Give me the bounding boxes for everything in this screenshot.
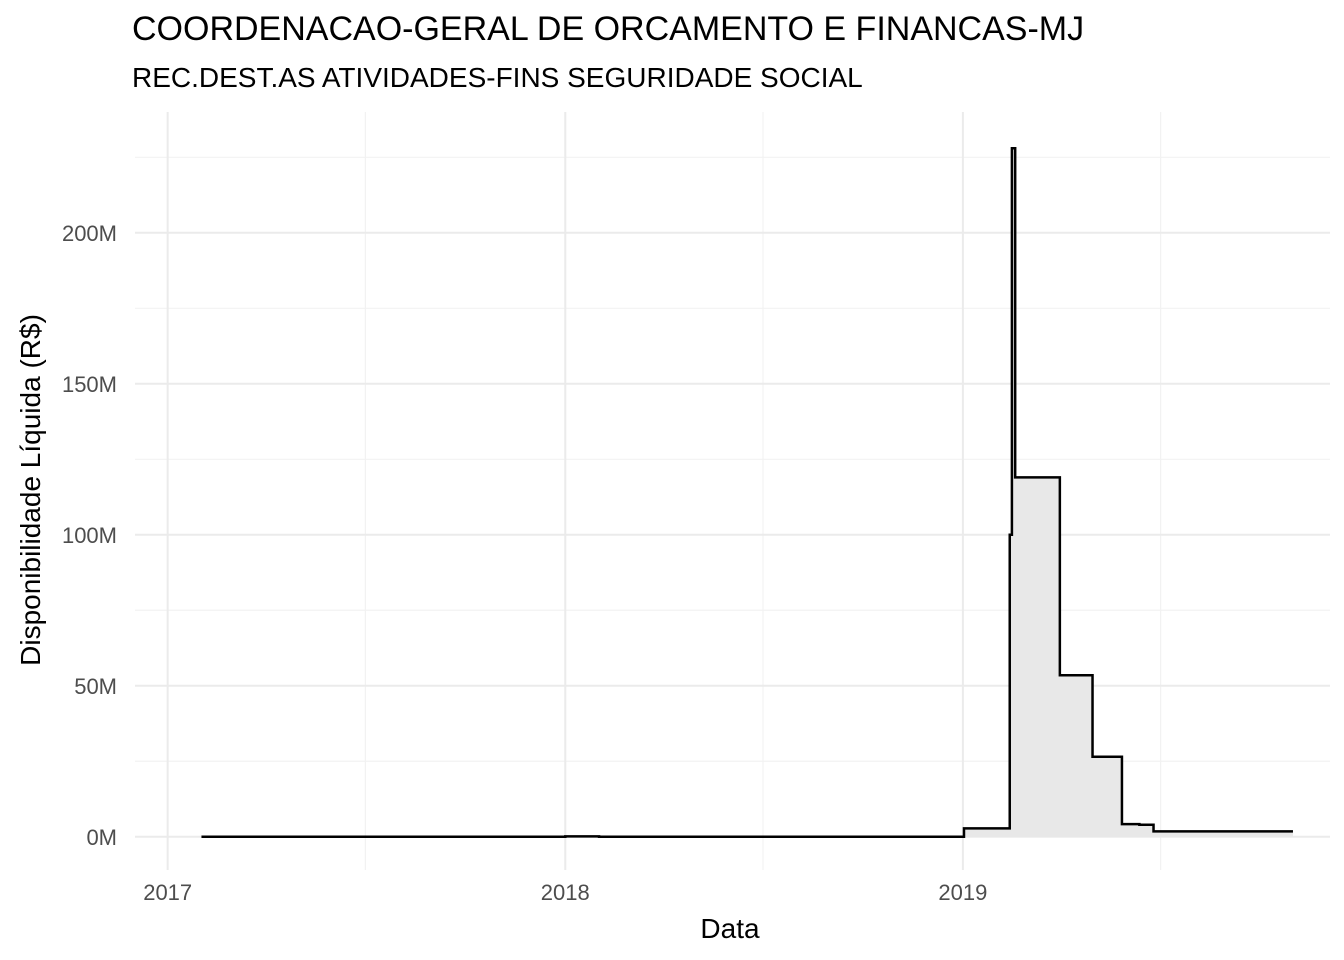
chart-title: COORDENACAO-GERAL DE ORCAMENTO E FINANCA…	[132, 10, 1085, 48]
major-gridlines	[135, 112, 1330, 870]
x-tick-label: 2018	[541, 880, 590, 905]
y-tick-labels: 0M 50M 100M 150M 200M	[62, 221, 117, 850]
y-tick-label: 200M	[62, 221, 117, 246]
y-tick-label: 0M	[86, 825, 117, 850]
minor-gridlines	[135, 112, 1330, 870]
series-area-fill	[201, 148, 1293, 837]
y-tick-label: 50M	[74, 674, 117, 699]
y-tick-label: 100M	[62, 523, 117, 548]
x-tick-label: 2019	[938, 880, 987, 905]
x-tick-label: 2017	[143, 880, 192, 905]
y-tick-label: 150M	[62, 372, 117, 397]
series-line	[201, 146, 1293, 839]
series-layer	[201, 146, 1293, 839]
y-axis-title: Disponibilidade Líquida (R$)	[15, 314, 46, 666]
chart-subtitle: REC.DEST.AS ATIVIDADES-FINS SEGURIDADE S…	[132, 62, 863, 93]
x-tick-labels: 2017 2018 2019	[143, 880, 987, 905]
x-axis-title: Data	[700, 913, 760, 944]
